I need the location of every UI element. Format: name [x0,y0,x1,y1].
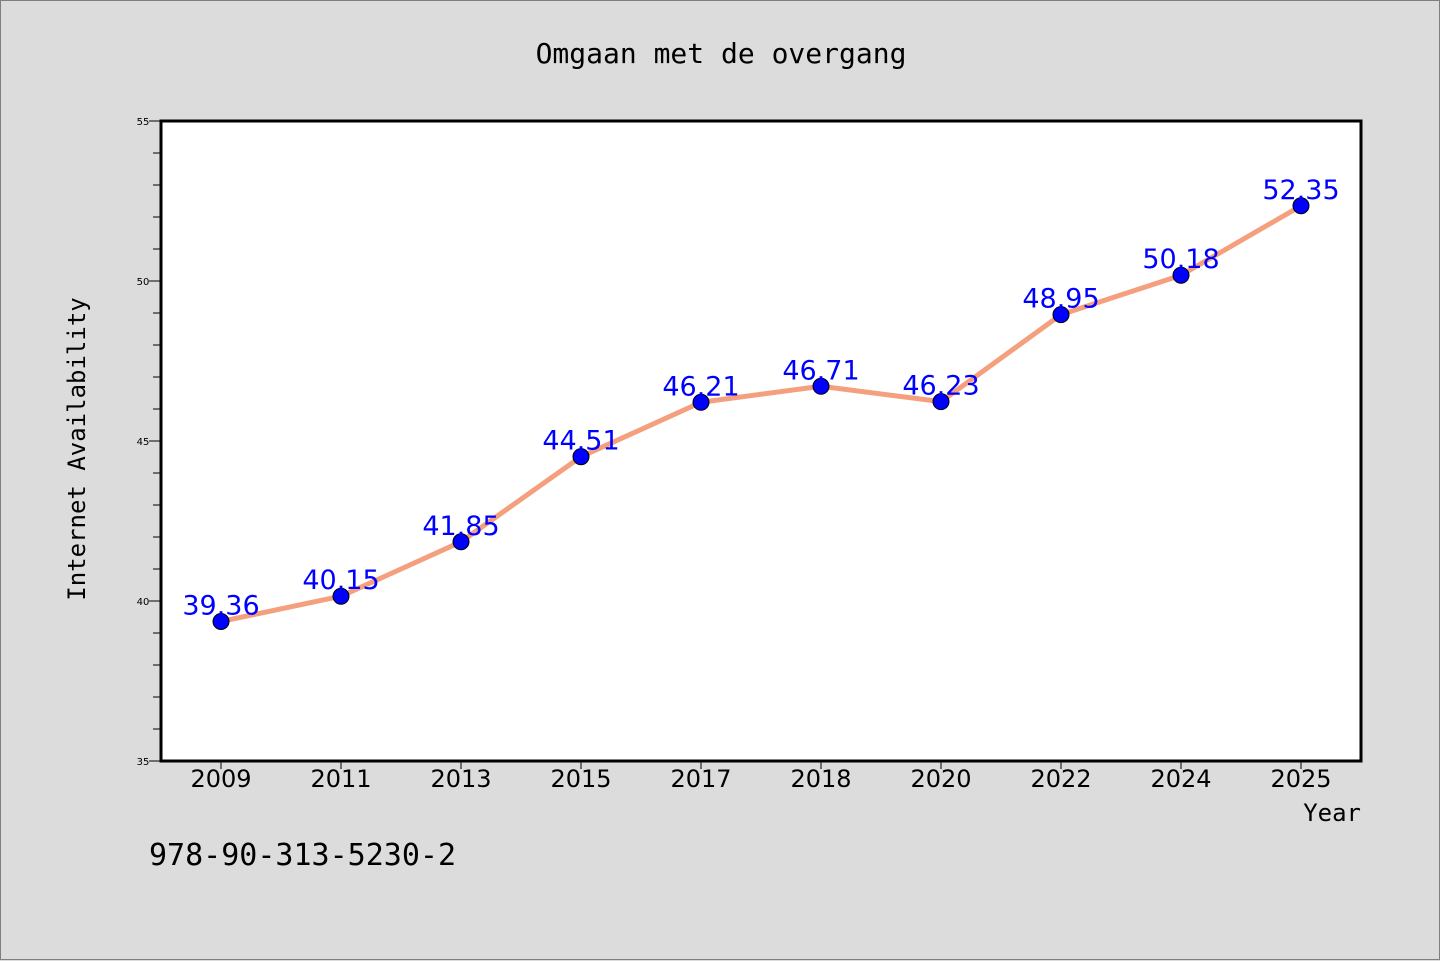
data-point [1292,197,1310,215]
data-point [452,533,470,551]
plot-area [159,119,1363,763]
x-tick-label: 2024 [1150,765,1211,793]
data-point [932,393,950,411]
series-layer: 39.36 40.15 41.85 44.51 46.21 46.71 46.23 48.95… [182,175,1340,630]
x-tick-label: 2025 [1270,765,1331,793]
data-label: 41.85 [422,511,499,542]
y-tick-label: 45 [137,437,150,448]
data-label: 40.15 [302,565,379,596]
x-tick-label: 2018 [790,765,851,793]
x-tick-label: 2015 [550,765,611,793]
series-line [218,203,1304,624]
y-tick-label: 55 [137,117,150,128]
x-axis-label: Year [1303,799,1361,827]
data-point [692,393,710,411]
data-label: 50.18 [1142,244,1219,275]
y-tick-label: 35 [137,757,150,768]
data-label: 48.95 [1022,284,1099,315]
data-label: 39.36 [182,590,259,621]
x-axis: 2009 2011 2013 2015 2017 2018 2020 2022 2024 2025 [190,761,1332,793]
x-tick-label: 2020 [910,765,971,793]
y-tick-label: 50 [137,277,150,288]
data-label: 44.51 [542,426,619,457]
y-tick-label: 40 [137,597,150,608]
data-label: 46.21 [662,371,739,402]
data-label: 52.35 [1262,175,1339,206]
data-point [1052,306,1070,324]
isbn-annotation: 978-90-313-5230-2 [149,838,456,873]
y-axis: 35 40 45 50 55 [137,117,161,768]
data-point [812,377,830,395]
data-label: 46.23 [902,371,979,402]
x-tick-label: 2009 [190,765,251,793]
data-point [572,448,590,466]
x-tick-label: 2011 [310,765,371,793]
data-label: 46.71 [782,355,859,386]
y-axis-label: Internet Availability [63,297,91,600]
data-point [332,587,350,605]
x-tick-label: 2013 [430,765,491,793]
data-point [212,612,230,630]
x-tick-label: 2022 [1030,765,1091,793]
x-tick-label: 2017 [670,765,731,793]
data-point [1172,266,1190,284]
chart-title: Omgaan met de overgang [536,37,907,70]
